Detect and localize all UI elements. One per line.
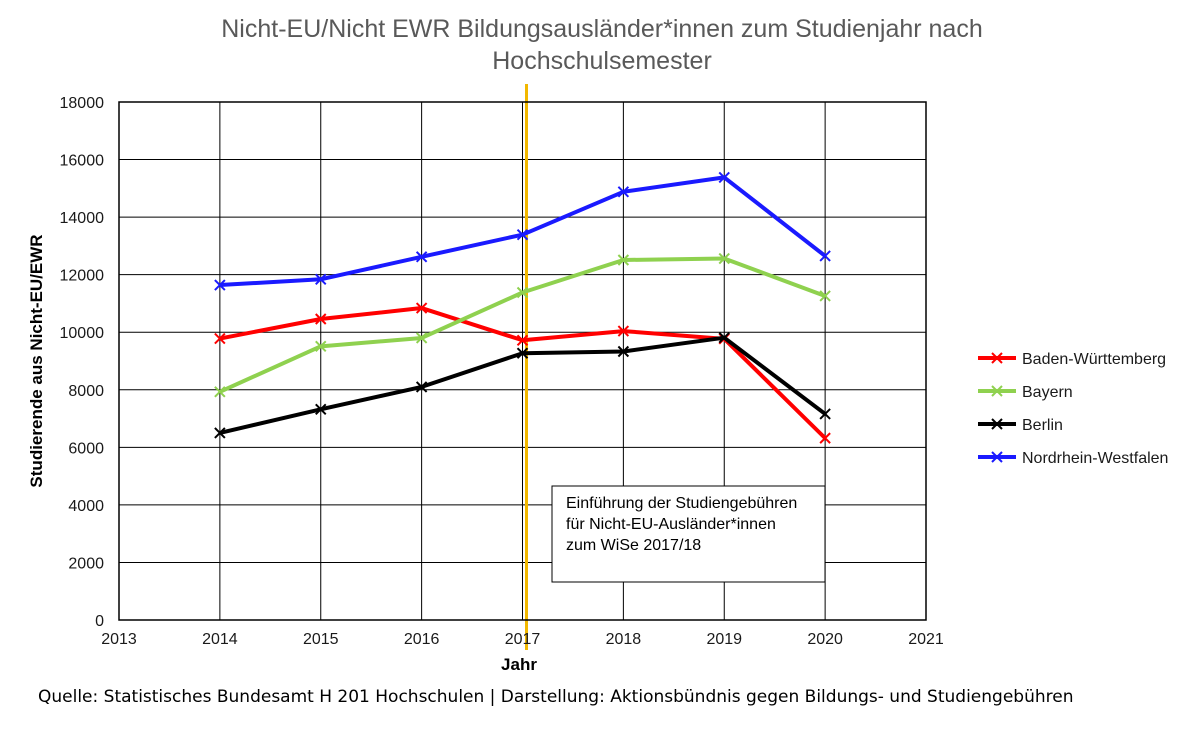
data-point-marker [819,432,831,444]
data-point-marker [315,313,327,325]
y-tick-label: 14000 [60,210,105,227]
y-tick-label: 10000 [60,325,105,342]
plot-area-border [118,101,927,621]
data-point-marker [415,381,428,393]
data-point-marker [516,334,529,346]
legend-entry: Nordrhein-Westfalen [978,450,1168,467]
y-tick-labels: 0 2000 4000 6000 8000 10000 12000 14000 16000 180… [60,95,105,630]
legend-entry: Bayern [978,384,1073,401]
data-point-marker [718,171,730,184]
data-point-marker [214,332,226,345]
legend: Baden-Württemberg Bayern Berlin Nordrhein-W… [978,351,1168,467]
data-point-marker [516,347,529,359]
legend-marker [991,418,1003,430]
series-layer [214,171,831,444]
annotation-box: Einführung der Studiengebühren für Nicht… [551,485,826,583]
y-tick-label: 2000 [68,555,104,572]
x-tick-label: 2017 [505,631,541,648]
data-point-marker [214,427,226,439]
legend-marker [991,451,1003,463]
legend-marker [991,352,1003,364]
series-nordrhein-westfalen [214,171,831,291]
chart-title-line-2: Hochschulsemester [492,47,712,75]
x-tick-labels: 2013 2014 2015 2016 2017 2018 2019 2020 2021 [101,631,944,648]
data-point-marker [617,325,630,337]
x-axis-title: Jahr [501,655,537,674]
data-point-marker [214,279,226,291]
data-point-marker [718,252,730,265]
x-tick-label: 2015 [303,631,339,648]
series-berlin [214,331,831,439]
data-point-marker [617,345,630,358]
x-tick-label: 2019 [706,631,742,648]
data-point-marker [819,408,831,420]
legend-entry: Berlin [978,417,1063,434]
data-point-marker [315,403,327,416]
y-tick-label: 6000 [68,440,104,457]
annotation-line-1: Einführung der Studiengebühren [566,495,797,512]
data-point-marker [415,332,428,344]
annotation-line-3: zum WiSe 2017/18 [566,537,701,554]
data-point-marker [819,250,831,262]
legend-label: Nordrhein-Westfalen [1022,450,1168,467]
data-point-marker [718,331,730,344]
data-point-marker [617,254,630,266]
series-bayern [214,252,831,398]
source-caption: Quelle: Statistisches Bundesamt H 201 Ho… [38,687,1073,707]
y-tick-label: 0 [95,613,104,630]
x-tick-label: 2013 [101,631,137,648]
chart-title-line-1: Nicht-EU/Nicht EWR Bildungsausländer*inn… [221,15,983,43]
legend-entry: Baden-Württemberg [978,351,1166,368]
data-point-marker [315,340,327,353]
y-tick-label: 4000 [68,498,104,515]
data-point-marker [214,386,226,398]
legend-marker [991,385,1003,397]
annotation-line-2: für Nicht-EU-Ausländer*innen [566,516,776,533]
data-point-marker [819,290,831,302]
data-point-marker [617,186,630,198]
y-tick-label: 8000 [68,383,104,400]
y-axis-title: Studierende aus Nicht-EU/EWR [27,234,46,487]
data-point-marker [415,302,428,314]
x-tick-label: 2016 [404,631,440,648]
x-tick-label: 2018 [606,631,642,648]
x-tick-label: 2014 [202,631,238,648]
legend-label: Baden-Württemberg [1022,351,1166,368]
x-tick-label: 2020 [807,631,843,648]
y-tick-label: 16000 [60,153,105,170]
x-tick-label: 2021 [908,631,944,648]
data-point-marker [315,273,327,285]
data-point-marker [516,286,529,299]
annotation-frame [551,485,826,583]
data-point-marker [516,228,529,241]
y-tick-label: 12000 [60,268,105,285]
legend-label: Bayern [1022,384,1073,401]
legend-label: Berlin [1022,417,1063,434]
data-point-marker [415,251,428,263]
y-tick-label: 18000 [60,95,105,112]
